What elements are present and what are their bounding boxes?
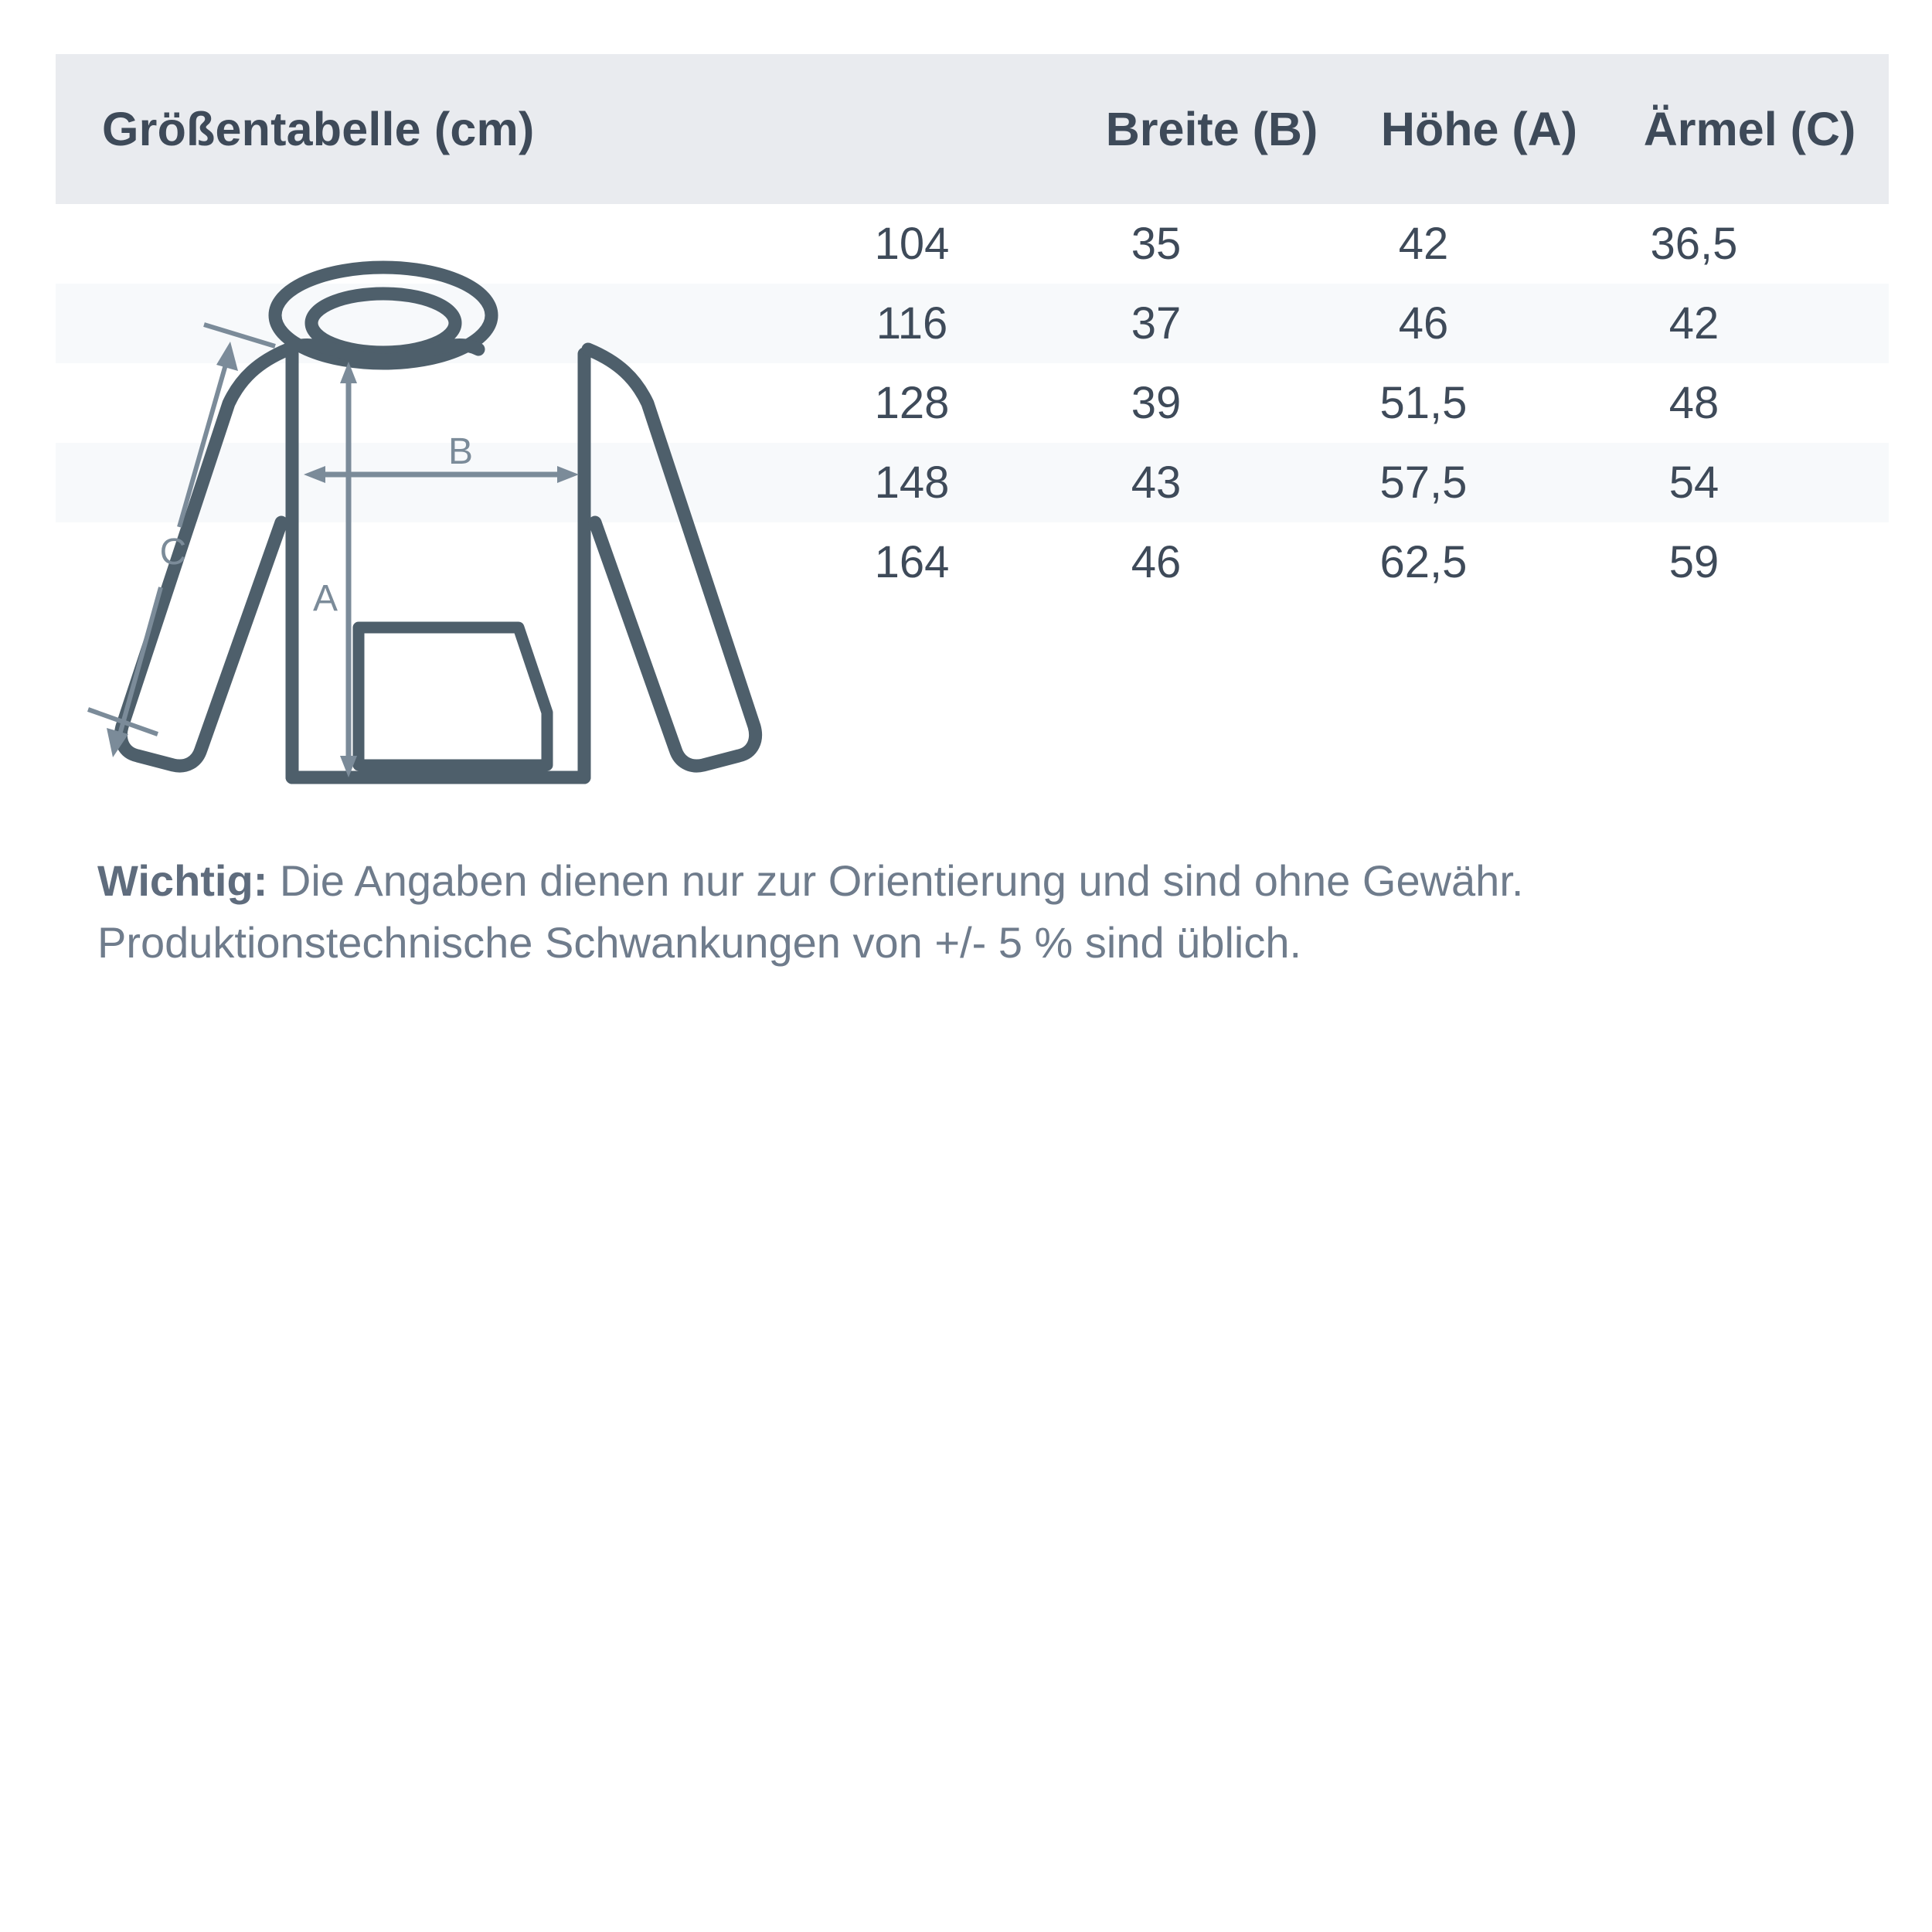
- dimension-c-text: C: [160, 532, 187, 573]
- size-table: 104 35 42 36,5 116 37 46 42 128 39 51,5 …: [56, 204, 1889, 602]
- footnote-line1: Die Angaben dienen nur zur Orientierung …: [267, 856, 1524, 905]
- cell-aermel: 59: [1668, 537, 1719, 587]
- dimension-a-text: A: [313, 578, 338, 619]
- dimension-b-text: B: [448, 431, 473, 472]
- cell-hoehe: 42: [1398, 219, 1449, 269]
- table-row: 148 43 57,5 54: [56, 443, 1889, 522]
- cell-aermel: 54: [1668, 457, 1719, 508]
- cell-size: 164: [874, 537, 950, 587]
- table-row: 128 39 51,5 48: [56, 363, 1889, 443]
- column-headers: Breite (B) Höhe (A) Ärmel (C): [859, 54, 1889, 204]
- footnote-lead: Wichtig:: [97, 856, 268, 905]
- dimension-c: [87, 322, 276, 757]
- hoodie-diagram-svg: A B C: [87, 260, 763, 784]
- column-header-hoehe: Höhe (A): [1380, 103, 1578, 155]
- table-header-band: Größentabelle (cm) Breite (B) Höhe (A) Ä…: [56, 54, 1889, 204]
- hoodie-body-outline: [114, 338, 763, 784]
- footnote-line2: Produktionstechnische Schwankungen von +…: [97, 917, 1302, 967]
- cell-hoehe: 46: [1398, 298, 1449, 349]
- cell-size: 104: [874, 219, 950, 269]
- cell-breite: 37: [1131, 298, 1182, 349]
- cell-hoehe: 51,5: [1379, 378, 1468, 428]
- dimension-a: [340, 362, 357, 777]
- cell-breite: 43: [1131, 457, 1182, 508]
- hoodie-diagram: A B C: [74, 224, 770, 811]
- table-row: 164 46 62,5 59: [56, 522, 1889, 602]
- cell-breite: 46: [1131, 537, 1182, 587]
- dimension-b: [304, 466, 579, 483]
- column-header-breite: Breite (B): [1105, 103, 1318, 155]
- page-title: Größentabelle (cm): [102, 103, 535, 155]
- cell-breite: 35: [1131, 219, 1182, 269]
- cell-aermel: 42: [1668, 298, 1719, 349]
- cell-size: 128: [874, 378, 950, 428]
- cell-hoehe: 62,5: [1379, 537, 1468, 587]
- cell-breite: 39: [1131, 378, 1182, 428]
- column-header-aermel: Ärmel (C): [1643, 103, 1856, 155]
- cell-aermel: 36,5: [1650, 219, 1738, 269]
- kangaroo-pocket: [352, 621, 553, 771]
- cell-size: 148: [874, 457, 950, 508]
- cell-aermel: 48: [1668, 378, 1719, 428]
- cell-size: 116: [876, 298, 948, 349]
- cell-hoehe: 57,5: [1379, 457, 1468, 508]
- footnote: Wichtig: Die Angaben dienen nur zur Orie…: [97, 850, 1875, 973]
